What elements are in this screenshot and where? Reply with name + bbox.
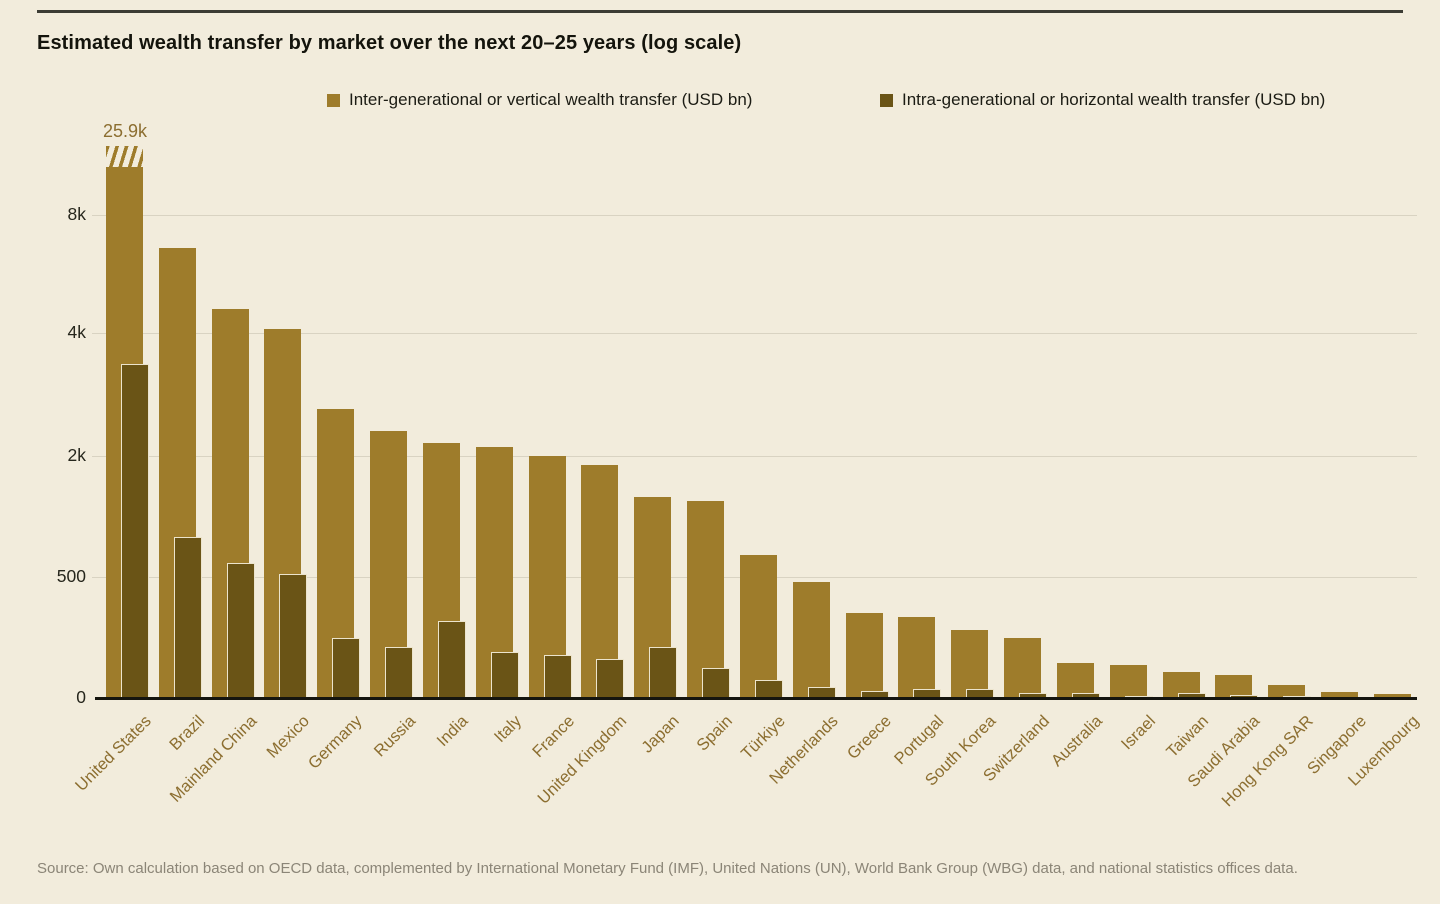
bar-south-korea-intergenerational — [951, 630, 988, 698]
gridline-2k — [92, 456, 1417, 457]
bar-switzerland-intergenerational — [1004, 638, 1041, 699]
bar-mexico-intragenerational — [279, 574, 307, 698]
x-axis-label-australia: Australia — [1047, 712, 1106, 771]
bar-australia-intragenerational — [1072, 693, 1100, 698]
chart-title: Estimated wealth transfer by market over… — [37, 32, 742, 54]
bar-t-rkiye-intragenerational — [755, 680, 783, 698]
bar-italy-intragenerational — [491, 652, 519, 698]
bar-hong-kong-sar-intergenerational — [1268, 685, 1305, 698]
bar-spain-intragenerational — [702, 668, 730, 698]
bar-singapore-intergenerational — [1321, 692, 1358, 698]
x-axis-label-hong-kong-sar: Hong Kong SAR — [1218, 712, 1317, 811]
y-axis-tick-4k: 4k — [67, 322, 86, 342]
source-note: Source: Own calculation based on OECD da… — [37, 860, 1298, 877]
bar-taiwan-intragenerational — [1178, 693, 1206, 698]
legend-item-intergenerational: Inter-generational or vertical wealth tr… — [327, 90, 752, 110]
bar-netherlands-intragenerational — [808, 687, 836, 698]
bar-russia-intragenerational — [385, 647, 413, 698]
bar-luxembourg-intergenerational — [1374, 694, 1411, 698]
bar-brazil-intragenerational — [174, 537, 202, 698]
bar-france-intragenerational — [544, 655, 572, 698]
x-axis-line — [95, 697, 1417, 700]
x-axis-label-japan: Japan — [638, 712, 683, 757]
bar-t-rkiye-intergenerational — [740, 555, 777, 698]
gridline-4k — [92, 333, 1417, 334]
x-axis-label-mexico: Mexico — [263, 712, 313, 762]
y-axis-tick-0: 0 — [76, 687, 86, 707]
bar-greece-intragenerational — [861, 691, 889, 698]
x-axis-label-united-kingdom: United Kingdom — [533, 712, 630, 808]
bar-greece-intergenerational — [846, 613, 883, 698]
legend-swatch-intragenerational-icon — [880, 94, 893, 107]
top-rule — [37, 10, 1403, 13]
gridline-8k — [92, 215, 1417, 216]
bar-portugal-intragenerational — [913, 689, 941, 698]
legend-label-intragenerational: Intra-generational or horizontal wealth … — [902, 90, 1326, 109]
bar-japan-intragenerational — [649, 647, 677, 698]
bar-australia-intergenerational — [1057, 663, 1094, 698]
bar-south-korea-intragenerational — [966, 689, 994, 698]
x-axis-label-t-rkiye: Türkiye — [737, 712, 789, 763]
y-axis-tick-8k: 8k — [67, 204, 86, 224]
x-axis-label-united-states: United States — [71, 712, 155, 795]
x-axis-label-germany: Germany — [305, 712, 366, 773]
bar-netherlands-intergenerational — [793, 582, 830, 698]
bar-saudi-arabia-intergenerational — [1215, 675, 1252, 698]
y-axis-tick-2k: 2k — [67, 445, 86, 465]
x-axis-label-israel: Israel — [1117, 712, 1159, 754]
us-bar-value-annotation: 25.9k — [102, 121, 148, 141]
bar-germany-intragenerational — [332, 638, 360, 699]
legend-item-intragenerational: Intra-generational or horizontal wealth … — [880, 90, 1325, 110]
bar-united-kingdom-intragenerational — [596, 659, 624, 698]
bar-india-intragenerational — [438, 621, 466, 698]
x-axis-label-greece: Greece — [843, 712, 895, 763]
bar-israel-intergenerational — [1110, 665, 1147, 698]
x-axis-label-spain: Spain — [693, 712, 736, 755]
bar-portugal-intergenerational — [898, 617, 935, 698]
x-axis-label-brazil: Brazil — [165, 712, 208, 754]
x-axis-label-taiwan: Taiwan — [1162, 712, 1212, 762]
x-axis-label-france: France — [528, 712, 578, 762]
bar-spain-intergenerational — [687, 501, 724, 698]
x-axis-label-italy: Italy — [490, 712, 525, 747]
bar-break-marker-united-states — [106, 146, 143, 167]
bar-switzerland-intragenerational — [1019, 693, 1047, 698]
bar-saudi-arabia-intragenerational — [1230, 695, 1258, 698]
legend-swatch-intergenerational-icon — [327, 94, 340, 107]
x-axis-label-india: India — [433, 712, 472, 751]
legend-label-intergenerational: Inter-generational or vertical wealth tr… — [349, 90, 753, 109]
y-axis-tick-500: 500 — [56, 566, 86, 586]
x-axis-label-russia: Russia — [370, 712, 419, 761]
bar-mainland-china-intragenerational — [227, 563, 255, 698]
bar-united-states-intragenerational — [121, 364, 149, 698]
